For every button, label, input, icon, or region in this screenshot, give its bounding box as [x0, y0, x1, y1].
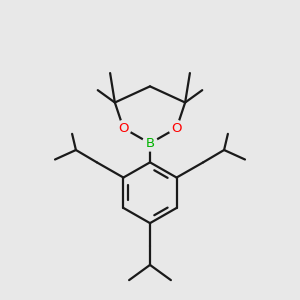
Circle shape — [169, 121, 184, 136]
Text: O: O — [118, 122, 129, 135]
Circle shape — [116, 121, 131, 136]
Text: B: B — [146, 137, 154, 150]
Text: O: O — [171, 122, 182, 135]
Circle shape — [142, 136, 158, 151]
